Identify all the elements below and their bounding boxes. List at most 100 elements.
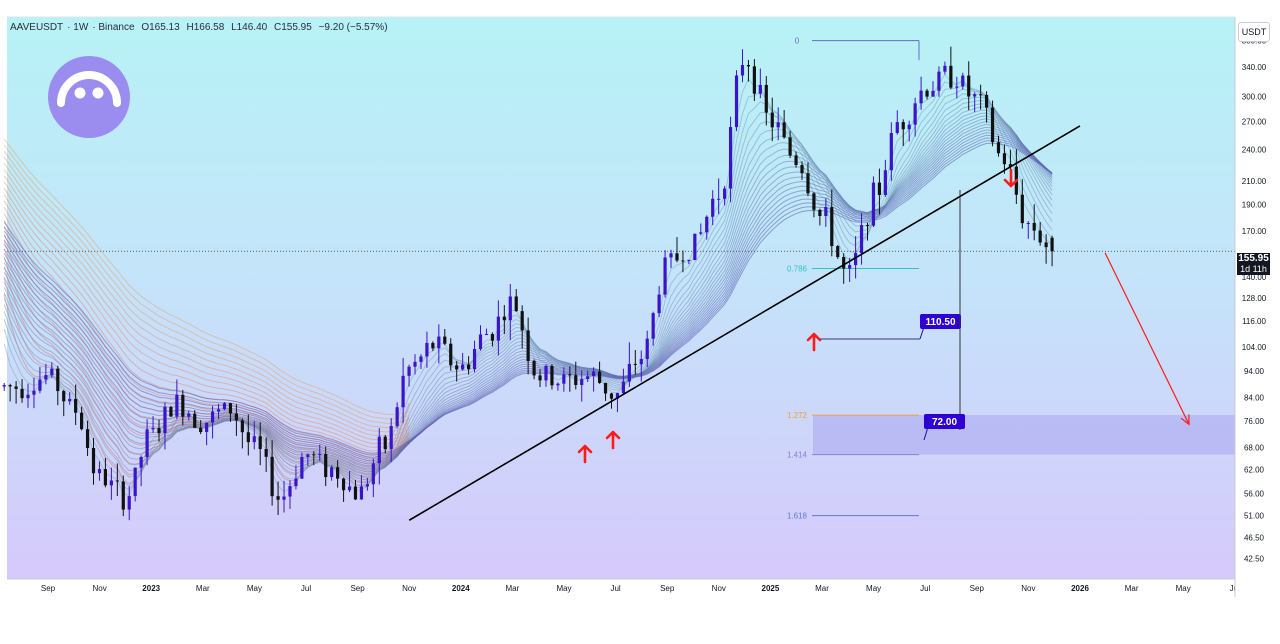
- x-tick-label: Jul: [920, 584, 930, 593]
- y-tick-label: 42.50: [1244, 555, 1265, 564]
- candle-body: [586, 376, 590, 380]
- candle-body: [437, 336, 441, 349]
- candle-body: [407, 366, 411, 376]
- candle-body: [901, 122, 905, 130]
- candle-body: [97, 469, 102, 474]
- candle-body: [276, 496, 280, 500]
- price-axis: 380.00340.00300.00270.00240.00210.00190.…: [7, 16, 1280, 597]
- x-tick-label: May: [556, 584, 571, 593]
- ribbon-line-warm: [3, 138, 410, 416]
- candle-body: [210, 411, 215, 423]
- candle-body: [544, 365, 548, 381]
- candle-body: [699, 232, 703, 234]
- ribbon-line-warm: [3, 169, 410, 437]
- candle-body: [996, 142, 1001, 154]
- last-price-value: 155.95: [1238, 253, 1269, 264]
- fib-label-1-272: 1.272: [787, 411, 808, 420]
- candle-body: [85, 429, 90, 449]
- candle-body: [764, 84, 768, 113]
- candle-body: [818, 209, 822, 217]
- candle-body: [538, 375, 542, 381]
- candle-body: [865, 225, 870, 227]
- x-tick-label: 2026: [1071, 584, 1089, 593]
- candle-body: [603, 382, 608, 394]
- low-value: L146.40: [231, 22, 268, 33]
- candle-body: [341, 478, 346, 491]
- candle-body: [728, 127, 733, 189]
- candle-body: [461, 364, 465, 370]
- ribbon-line-warm: [3, 181, 410, 445]
- x-tick-label: May: [1176, 584, 1191, 593]
- up-arrow-marker: [577, 444, 593, 464]
- candle-body: [145, 429, 149, 458]
- candle-body: [109, 480, 113, 486]
- candle-body: [889, 132, 893, 171]
- candle-body: [139, 457, 143, 468]
- candle-body: [895, 122, 899, 133]
- candle-body: [359, 486, 364, 500]
- candle-body: [91, 448, 96, 474]
- candle-body: [907, 124, 911, 130]
- candle-body: [270, 456, 274, 497]
- callout-lower-label: 72.00: [932, 417, 957, 428]
- up-arrow-marker: [806, 332, 822, 352]
- candle-body: [526, 330, 530, 362]
- y-tick-label: 51.00: [1244, 512, 1265, 521]
- candle-body: [258, 436, 262, 450]
- candle-body: [56, 368, 60, 392]
- candle-body: [848, 265, 852, 269]
- candle-body: [353, 486, 358, 500]
- candle-body: [776, 122, 780, 128]
- x-tick-label: Jul: [610, 584, 620, 593]
- candle-body: [568, 374, 572, 376]
- candles: [2, 46, 1054, 521]
- candle-body: [502, 316, 506, 321]
- y-tick-label: 210.00: [1242, 177, 1267, 186]
- candle-body: [383, 436, 387, 450]
- candle-body: [871, 182, 876, 226]
- y-tick-label: 94.00: [1244, 367, 1265, 376]
- y-tick-label: 68.00: [1244, 444, 1265, 453]
- candle-body: [723, 188, 727, 199]
- candle-body: [824, 207, 828, 217]
- candle-body: [330, 467, 334, 478]
- candle-body: [169, 406, 173, 417]
- candle-body: [681, 260, 685, 262]
- candle-body: [240, 420, 244, 433]
- candle-body: [103, 469, 108, 486]
- candle-body: [115, 480, 119, 482]
- interval-label[interactable]: 1W: [73, 22, 89, 33]
- time-axis-bg: [7, 579, 1235, 597]
- candle-body: [324, 453, 328, 478]
- ribbon-line-warm: [3, 150, 410, 424]
- candle-body: [740, 65, 745, 76]
- candle-body: [401, 375, 405, 408]
- ribbon-line-warm: [3, 175, 410, 441]
- candle-body: [597, 371, 602, 383]
- candle-body: [574, 375, 578, 386]
- currency-unit-button[interactable]: USDT: [1238, 22, 1270, 42]
- ribbon-line-warm: [3, 157, 410, 429]
- x-tick-label: 2024: [452, 584, 470, 593]
- candle-body: [478, 334, 483, 349]
- candle-body: [187, 413, 191, 417]
- time-axis: Sep Nov 2023 Mar May Jul Sep Nov 2024 Mar May Jul Se…: [7, 578, 1280, 597]
- candle-body: [193, 413, 197, 428]
- candle-body: [419, 356, 423, 362]
- symbol-label[interactable]: AAVEUSDT: [10, 22, 64, 33]
- callout-lower-leader: [923, 426, 929, 441]
- candle-body: [836, 246, 840, 258]
- candle-body: [883, 170, 887, 195]
- candle-body: [984, 94, 989, 108]
- candle-body: [365, 484, 369, 487]
- y-tick-label: 116.00: [1242, 317, 1266, 326]
- candle-body: [467, 364, 471, 370]
- candle-body: [1002, 153, 1007, 165]
- candle-body: [937, 71, 941, 91]
- candle-body: [877, 182, 882, 195]
- candle-body: [752, 66, 756, 94]
- candle-body: [175, 394, 179, 417]
- x-tick-label: Sep: [970, 584, 985, 593]
